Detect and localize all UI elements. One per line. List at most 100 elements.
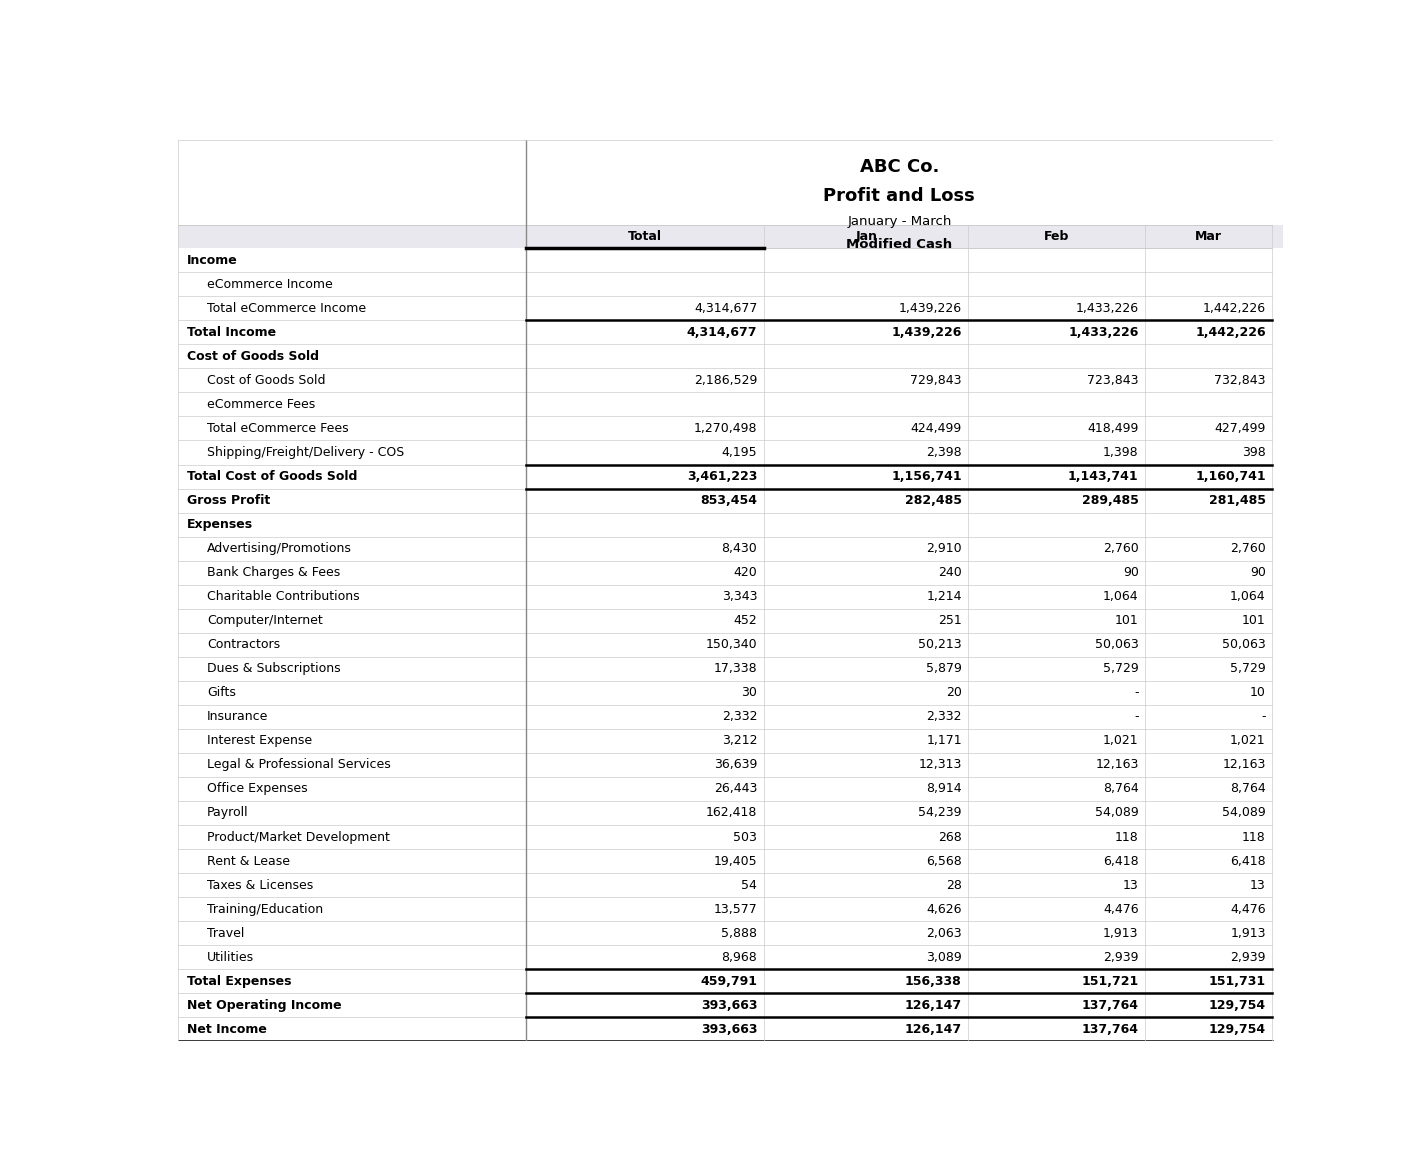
Text: 1,433,226: 1,433,226 <box>1068 325 1138 339</box>
Text: 1,913: 1,913 <box>1104 927 1138 940</box>
Text: 393,663: 393,663 <box>700 1023 757 1035</box>
Text: 240: 240 <box>938 566 961 579</box>
Text: Interest Expense: Interest Expense <box>207 735 312 748</box>
Text: Modified Cash: Modified Cash <box>846 238 953 250</box>
Text: Net Operating Income: Net Operating Income <box>187 999 342 1012</box>
Text: 101: 101 <box>1242 614 1266 627</box>
Text: 1,021: 1,021 <box>1102 735 1138 748</box>
Text: 1,913: 1,913 <box>1231 927 1266 940</box>
Text: 251: 251 <box>938 614 961 627</box>
Text: Bank Charges & Fees: Bank Charges & Fees <box>207 566 341 579</box>
Text: Contractors: Contractors <box>207 639 279 652</box>
Text: 281,485: 281,485 <box>1209 494 1266 507</box>
Text: Legal & Professional Services: Legal & Professional Services <box>207 758 391 771</box>
Text: 4,195: 4,195 <box>722 446 757 459</box>
Text: Product/Market Development: Product/Market Development <box>207 831 389 844</box>
Text: -: - <box>1134 687 1138 700</box>
Text: 1,442,226: 1,442,226 <box>1195 325 1266 339</box>
Text: 268: 268 <box>938 831 961 844</box>
Text: 3,461,223: 3,461,223 <box>687 470 757 483</box>
Text: 151,731: 151,731 <box>1209 975 1266 987</box>
Text: Travel: Travel <box>207 927 244 940</box>
Text: Taxes & Licenses: Taxes & Licenses <box>207 879 314 892</box>
Text: 4,476: 4,476 <box>1102 902 1138 916</box>
Text: 8,914: 8,914 <box>925 783 961 796</box>
Text: 732,843: 732,843 <box>1214 374 1266 387</box>
Text: 162,418: 162,418 <box>706 806 757 819</box>
Text: 4,476: 4,476 <box>1231 902 1266 916</box>
Text: 118: 118 <box>1242 831 1266 844</box>
Text: 5,729: 5,729 <box>1231 662 1266 675</box>
Text: Cost of Goods Sold: Cost of Goods Sold <box>207 374 325 387</box>
Text: 137,764: 137,764 <box>1082 1023 1138 1035</box>
Text: 6,418: 6,418 <box>1231 854 1266 867</box>
Text: Net Income: Net Income <box>187 1023 267 1035</box>
Text: 2,063: 2,063 <box>925 927 961 940</box>
Text: Insurance: Insurance <box>207 710 268 723</box>
Text: 2,760: 2,760 <box>1102 542 1138 555</box>
Text: 50,213: 50,213 <box>918 639 961 652</box>
Text: 398: 398 <box>1242 446 1266 459</box>
Text: 729,843: 729,843 <box>910 374 961 387</box>
Text: 151,721: 151,721 <box>1081 975 1138 987</box>
Text: Total Cost of Goods Sold: Total Cost of Goods Sold <box>187 470 358 483</box>
Text: 418,499: 418,499 <box>1087 422 1138 435</box>
Text: 2,910: 2,910 <box>925 542 961 555</box>
Text: Payroll: Payroll <box>207 806 248 819</box>
Text: 1,156,741: 1,156,741 <box>891 470 961 483</box>
Text: Rent & Lease: Rent & Lease <box>207 854 289 867</box>
Text: 289,485: 289,485 <box>1082 494 1138 507</box>
Text: January - March: January - March <box>847 215 951 228</box>
Text: 54,239: 54,239 <box>918 806 961 819</box>
Text: 393,663: 393,663 <box>700 999 757 1012</box>
Text: Expenses: Expenses <box>187 518 254 531</box>
Text: 1,439,226: 1,439,226 <box>898 302 961 315</box>
Text: Gifts: Gifts <box>207 687 235 700</box>
Text: 10: 10 <box>1249 687 1266 700</box>
Text: 8,430: 8,430 <box>722 542 757 555</box>
Text: 1,433,226: 1,433,226 <box>1075 302 1138 315</box>
Text: 36,639: 36,639 <box>714 758 757 771</box>
Text: 427,499: 427,499 <box>1215 422 1266 435</box>
Text: 1,439,226: 1,439,226 <box>891 325 961 339</box>
Text: 118: 118 <box>1115 831 1138 844</box>
Text: 4,626: 4,626 <box>927 902 961 916</box>
Text: Dues & Subscriptions: Dues & Subscriptions <box>207 662 341 675</box>
Text: 12,313: 12,313 <box>918 758 961 771</box>
Text: Total Income: Total Income <box>187 325 277 339</box>
Text: 1,171: 1,171 <box>925 735 961 748</box>
Text: 28: 28 <box>945 879 961 892</box>
Text: Income: Income <box>187 254 238 267</box>
Text: -: - <box>1134 710 1138 723</box>
Text: 1,160,741: 1,160,741 <box>1195 470 1266 483</box>
Text: 2,186,529: 2,186,529 <box>694 374 757 387</box>
Text: 8,764: 8,764 <box>1102 783 1138 796</box>
Text: 5,888: 5,888 <box>722 927 757 940</box>
Text: Computer/Internet: Computer/Internet <box>207 614 322 627</box>
Text: 420: 420 <box>733 566 757 579</box>
Text: Mar: Mar <box>1195 230 1222 243</box>
Text: 17,338: 17,338 <box>714 662 757 675</box>
Text: 2,332: 2,332 <box>927 710 961 723</box>
Text: 424,499: 424,499 <box>911 422 961 435</box>
Text: Profit and Loss: Profit and Loss <box>823 187 975 205</box>
Text: 2,939: 2,939 <box>1231 951 1266 964</box>
Text: 5,729: 5,729 <box>1102 662 1138 675</box>
Text: 156,338: 156,338 <box>906 975 961 987</box>
Text: Shipping/Freight/Delivery - COS: Shipping/Freight/Delivery - COS <box>207 446 404 459</box>
Text: 5,879: 5,879 <box>925 662 961 675</box>
Text: Total eCommerce Fees: Total eCommerce Fees <box>207 422 348 435</box>
Text: 853,454: 853,454 <box>700 494 757 507</box>
Text: Utilities: Utilities <box>207 951 254 964</box>
Text: 4,314,677: 4,314,677 <box>694 302 757 315</box>
Text: 12,163: 12,163 <box>1222 758 1266 771</box>
Text: 90: 90 <box>1249 566 1266 579</box>
Text: 6,568: 6,568 <box>925 854 961 867</box>
Text: 129,754: 129,754 <box>1209 999 1266 1012</box>
Text: 3,343: 3,343 <box>722 590 757 604</box>
Text: 459,791: 459,791 <box>700 975 757 987</box>
Text: Total eCommerce Income: Total eCommerce Income <box>207 302 366 315</box>
Text: Charitable Contributions: Charitable Contributions <box>207 590 359 604</box>
Text: 8,764: 8,764 <box>1231 783 1266 796</box>
Text: 20: 20 <box>945 687 961 700</box>
